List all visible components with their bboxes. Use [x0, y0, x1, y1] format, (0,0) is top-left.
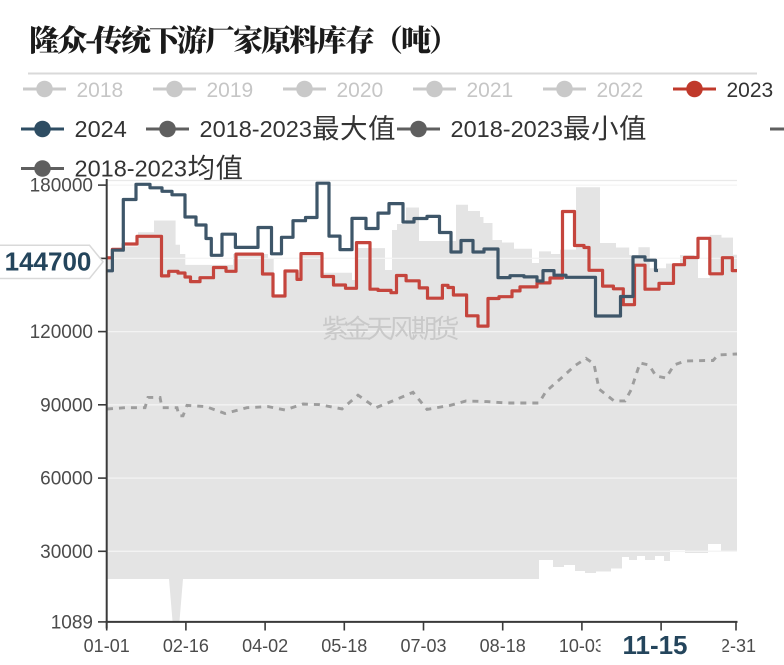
svg-text:10-03: 10-03 — [559, 636, 605, 656]
svg-text:2022: 2022 — [597, 79, 644, 102]
svg-text:08-18: 08-18 — [480, 636, 526, 656]
svg-text:180000: 180000 — [30, 176, 93, 197]
svg-text:60000: 60000 — [40, 469, 93, 490]
svg-text:1089: 1089 — [51, 612, 93, 633]
svg-text:2024: 2024 — [75, 116, 127, 142]
svg-text:2019: 2019 — [207, 79, 254, 102]
svg-text:2021: 2021 — [467, 79, 514, 102]
svg-text:05-18: 05-18 — [321, 636, 367, 656]
svg-text:2018-2023: 2018-2023 — [200, 116, 312, 142]
svg-text:2018-2023: 2018-2023 — [75, 155, 187, 181]
svg-text:2018: 2018 — [77, 79, 124, 102]
svg-text:2023: 2023 — [727, 79, 774, 102]
svg-text:2020: 2020 — [337, 79, 384, 102]
svg-text:2018-2023: 2018-2023 — [451, 116, 563, 142]
svg-text:04-02: 04-02 — [242, 636, 288, 656]
svg-text:90000: 90000 — [40, 395, 93, 416]
svg-text:144700: 144700 — [5, 247, 92, 277]
svg-text:11-15: 11-15 — [622, 630, 687, 660]
svg-text:07-03: 07-03 — [400, 636, 446, 656]
svg-text:02-16: 02-16 — [163, 636, 209, 656]
svg-text:01-01: 01-01 — [84, 636, 130, 656]
svg-text:120000: 120000 — [30, 322, 93, 343]
svg-text:30000: 30000 — [40, 542, 93, 563]
